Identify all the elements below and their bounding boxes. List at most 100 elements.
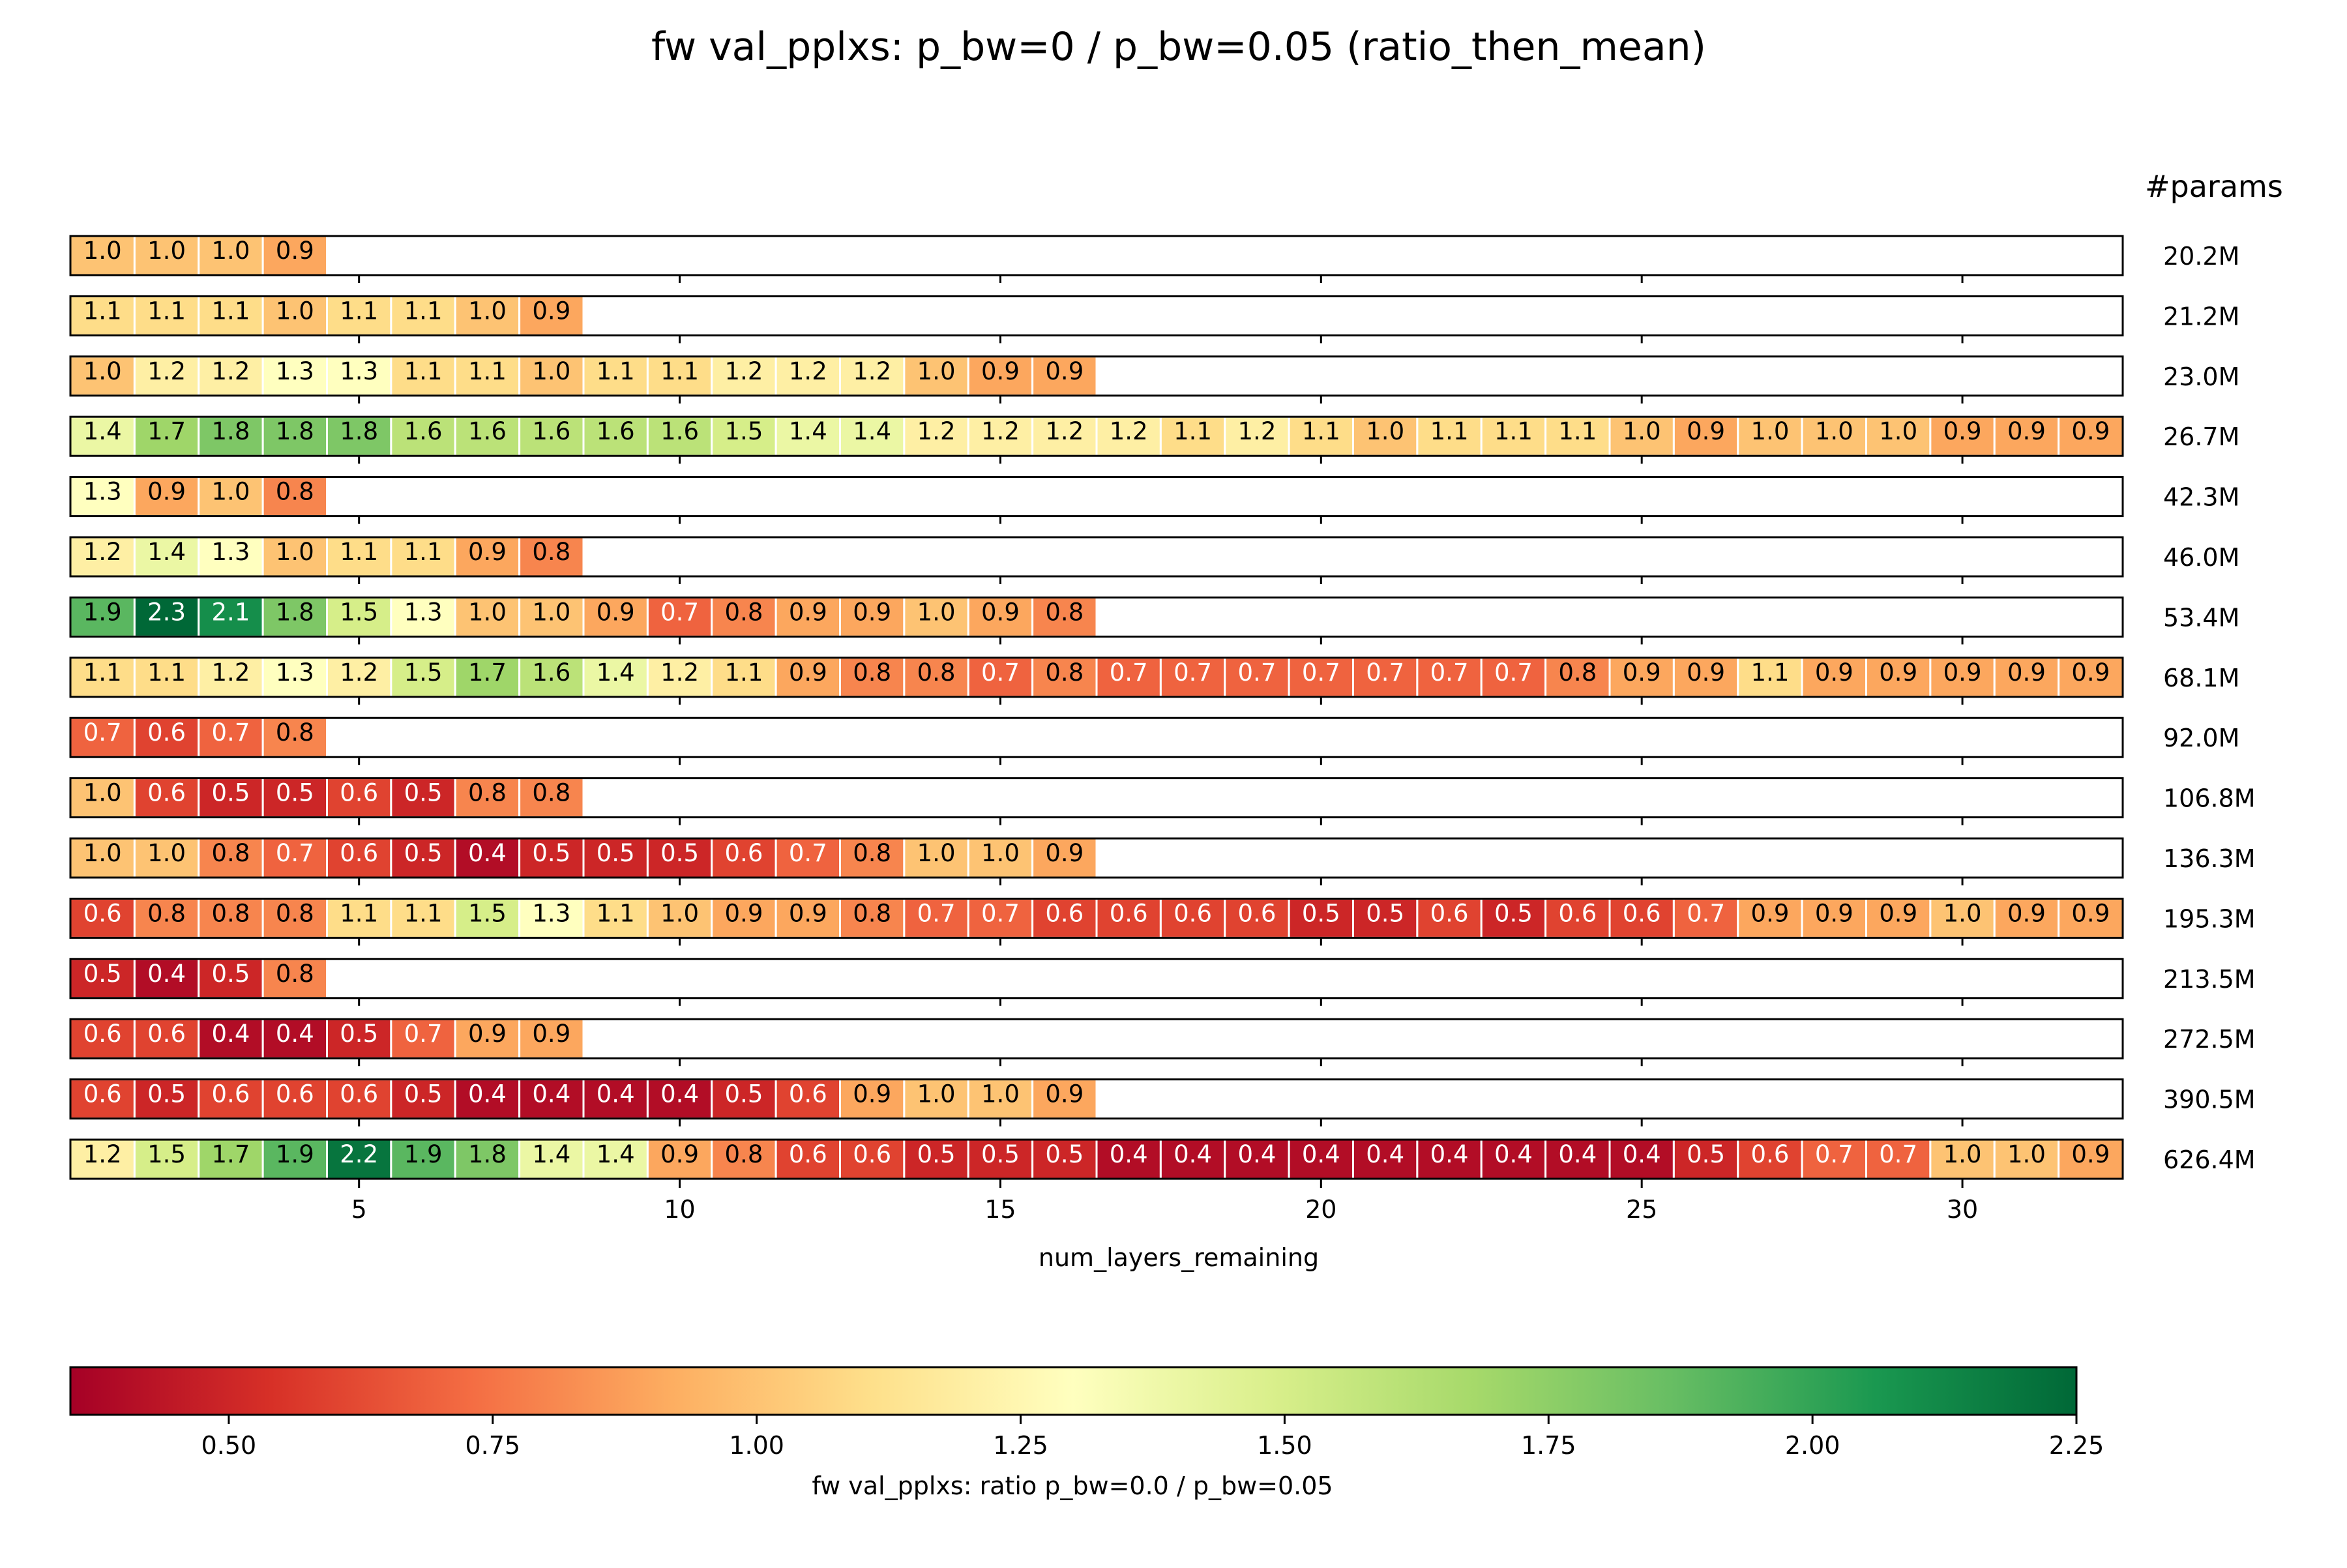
cell-value-label: 2.1 — [212, 598, 250, 626]
cell-value-label: 0.6 — [1238, 899, 1277, 927]
cell-value-label: 1.2 — [340, 658, 378, 687]
cell-value-label: 0.7 — [276, 839, 314, 867]
cell-value-label: 0.5 — [1302, 899, 1340, 927]
cell-value-label: 1.3 — [404, 598, 443, 626]
heatmap-row: 0.6 0.6 0.4 0.4 0.5 0.7 0.9 0.9 272.5M — [69, 1018, 2256, 1059]
cell-value-label: 0.5 — [404, 1080, 443, 1108]
cell-value-label: 0.7 — [1366, 658, 1404, 687]
cell-value-label: 0.7 — [1879, 1140, 1917, 1168]
cell-value-label: 0.7 — [660, 598, 699, 626]
cell-value-label: 1.1 — [1751, 658, 1790, 687]
cell-value-label: 0.9 — [660, 1140, 699, 1168]
cell-value-label: 1.1 — [147, 297, 186, 325]
heatmap-row: 1.0 1.2 1.2 1.3 1.3 1.1 1.1 1.0 1.1 1.1 1.2 1.2 1.2 1… — [69, 355, 2239, 397]
heatmap-cell — [1159, 415, 1226, 457]
cell-value-label: 0.6 — [1751, 1140, 1790, 1168]
heatmap-cell — [1159, 657, 1226, 698]
cell-value-label: 1.3 — [276, 357, 314, 385]
heatmap-row: 1.4 1.7 1.8 1.8 1.8 1.6 1.6 1.6 1.6 1.6 1.5 1.4 1.4 1… — [69, 415, 2239, 457]
cell-value-label: 0.7 — [212, 718, 250, 747]
cell-value-label: 1.1 — [404, 538, 443, 566]
heatmap-row: 1.2 1.5 1.7 1.9 2.2 1.9 1.8 1.4 1.4 0.9 0.8 0.6 0.6 0… — [69, 1138, 2256, 1180]
heatmap-cell — [261, 235, 328, 276]
cell-value-label: 0.9 — [981, 598, 1020, 626]
cell-value-label: 0.8 — [725, 1140, 763, 1168]
row-frame — [69, 1078, 2124, 1120]
x-axis-label: num_layers_remaining — [1039, 1243, 1319, 1272]
cell-value-label: 0.8 — [1558, 658, 1597, 687]
cell-value-label: 0.7 — [981, 899, 1020, 927]
cell-value-label: 1.2 — [981, 417, 1020, 445]
heatmap-cell — [1224, 657, 1290, 698]
params-label: 26.7M — [2163, 422, 2239, 451]
cell-value-label: 0.8 — [212, 839, 250, 867]
params-label: 195.3M — [2163, 904, 2256, 933]
cell-value-label: 0.9 — [597, 598, 635, 626]
cell-value-label: 1.2 — [83, 538, 122, 566]
row-frame — [69, 235, 2124, 276]
cell-value-label: 1.1 — [404, 357, 443, 385]
colorbar: 0.50 0.75 1.00 1.25 1.50 1.75 2.00 2.25 — [69, 1366, 2104, 1460]
params-label: 626.4M — [2163, 1146, 2256, 1174]
cell-value-label: 0.9 — [1815, 899, 1853, 927]
heatmap-cell — [903, 1078, 969, 1120]
heatmap-rows: 1.0 1.0 1.0 0.9 20.2M1.1 1.1 1.1 1.0 1.1 1.1 1.0 0.… — [69, 235, 2256, 1180]
cell-value-label: 1.8 — [276, 417, 314, 445]
cell-value-label: 1.1 — [725, 658, 763, 687]
cell-value-label: 1.6 — [597, 417, 635, 445]
cell-value-label: 0.8 — [1045, 658, 1084, 687]
cell-value-label: 1.1 — [1430, 417, 1469, 445]
cell-value-label: 0.9 — [276, 237, 314, 265]
params-label: 92.0M — [2163, 724, 2239, 752]
cell-value-label: 1.9 — [276, 1140, 314, 1168]
heatmap-cell — [518, 777, 585, 819]
params-label: 272.5M — [2163, 1025, 2256, 1054]
cell-value-label: 0.9 — [1045, 839, 1084, 867]
colorbar-tick-label: 1.50 — [1257, 1431, 1312, 1460]
cell-value-label: 0.6 — [212, 1080, 250, 1108]
cell-value-label: 1.0 — [1751, 417, 1790, 445]
cell-value-label: 0.6 — [83, 1080, 122, 1108]
row-frame — [69, 295, 2124, 336]
colorbar-tick-label: 0.50 — [201, 1431, 257, 1460]
heatmap-cell — [1288, 415, 1354, 457]
cell-value-label: 0.9 — [725, 899, 763, 927]
cell-value-label: 0.4 — [1558, 1140, 1597, 1168]
cell-value-label: 1.0 — [83, 779, 122, 807]
cell-value-label: 0.6 — [789, 1140, 827, 1168]
cell-value-label: 1.0 — [468, 297, 507, 325]
cell-value-label: 0.5 — [1687, 1140, 1725, 1168]
cell-value-label: 0.7 — [83, 718, 122, 747]
cell-value-label: 0.9 — [532, 1020, 570, 1048]
cell-value-label: 1.1 — [340, 899, 378, 927]
heatmap-cell — [967, 1078, 1034, 1120]
heatmap-cell — [1031, 415, 1098, 457]
row-frame — [69, 355, 2124, 397]
x-tick-label: 30 — [1947, 1195, 1978, 1224]
cell-value-label: 0.7 — [1815, 1140, 1853, 1168]
cell-value-label: 0.6 — [147, 779, 186, 807]
heatmap-cell — [1993, 1138, 2060, 1180]
heatmap-cell — [2058, 1138, 2124, 1180]
cell-value-label: 1.2 — [212, 658, 250, 687]
cell-value-label: 0.6 — [1430, 899, 1469, 927]
heatmap-cell — [1031, 837, 1098, 879]
cell-value-label: 0.9 — [1045, 357, 1084, 385]
heatmap-cell — [133, 657, 200, 698]
colorbar-gradient — [69, 1366, 2078, 1416]
cell-value-label: 0.9 — [789, 899, 827, 927]
heatmap-cell — [1031, 596, 1098, 638]
cell-value-label: 0.8 — [276, 718, 314, 747]
colorbar-tick-label: 1.25 — [993, 1431, 1048, 1460]
cell-value-label: 1.2 — [83, 1140, 122, 1168]
cell-value-label: 1.3 — [276, 658, 314, 687]
cell-value-label: 1.1 — [468, 357, 507, 385]
cell-value-label: 0.9 — [1943, 658, 1982, 687]
cell-value-label: 0.5 — [404, 839, 443, 867]
cell-value-label: 1.4 — [147, 538, 186, 566]
cell-value-label: 1.1 — [1302, 417, 1340, 445]
cell-value-label: 1.1 — [1558, 417, 1597, 445]
cell-value-label: 1.4 — [789, 417, 827, 445]
heatmap-cell — [261, 596, 328, 638]
